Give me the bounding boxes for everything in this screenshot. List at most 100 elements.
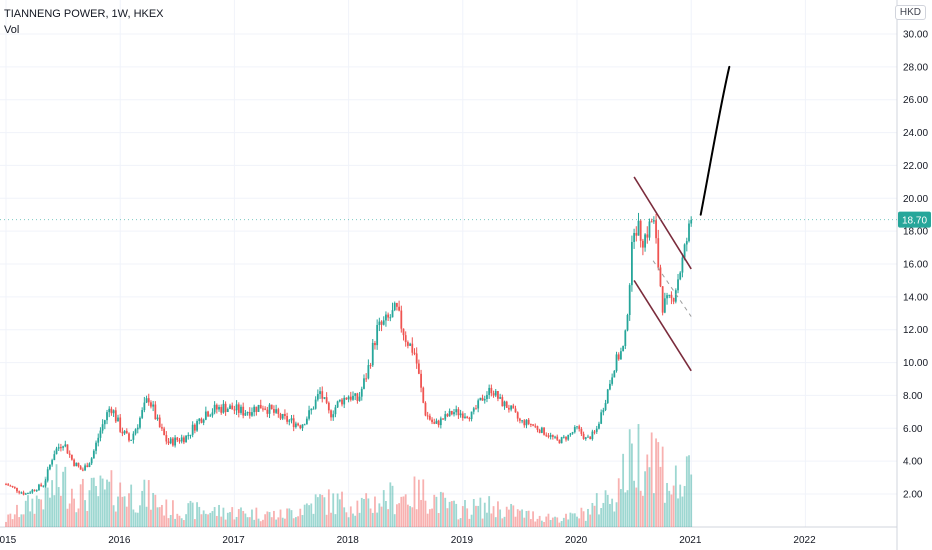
candle-body[interactable] xyxy=(534,425,537,427)
candle-body[interactable] xyxy=(595,428,598,432)
candle-body[interactable] xyxy=(299,425,302,429)
candle-body[interactable] xyxy=(200,418,203,423)
candle-body[interactable] xyxy=(108,408,111,413)
candle-body[interactable] xyxy=(79,466,82,470)
candle-body[interactable] xyxy=(652,220,655,222)
candle-body[interactable] xyxy=(486,394,488,400)
candle-body[interactable] xyxy=(556,436,559,440)
candle-body[interactable] xyxy=(145,398,148,403)
candle-body[interactable] xyxy=(297,423,299,426)
candle-body[interactable] xyxy=(222,403,225,413)
candle-body[interactable] xyxy=(622,345,625,352)
candle-body[interactable] xyxy=(229,405,231,409)
candle-body[interactable] xyxy=(211,412,214,416)
projection-drawing[interactable] xyxy=(699,65,731,216)
candle-body[interactable] xyxy=(312,408,315,410)
candle-body[interactable] xyxy=(196,421,198,431)
candle-body[interactable] xyxy=(442,418,444,420)
candle-body[interactable] xyxy=(512,405,515,409)
candle-body[interactable] xyxy=(106,412,108,421)
candle-body[interactable] xyxy=(40,484,43,486)
candle-body[interactable] xyxy=(453,412,455,415)
candle-body[interactable] xyxy=(470,411,473,419)
candle-body[interactable] xyxy=(150,402,152,407)
candle-body[interactable] xyxy=(464,416,466,418)
candle-body[interactable] xyxy=(409,343,411,346)
candle-body[interactable] xyxy=(35,490,38,492)
candle-body[interactable] xyxy=(352,395,354,400)
candle-body[interactable] xyxy=(404,335,407,343)
candle-body[interactable] xyxy=(554,436,556,438)
candle-body[interactable] xyxy=(391,310,394,318)
candle-body[interactable] xyxy=(584,437,587,439)
candle-body[interactable] xyxy=(163,428,166,436)
candle-body[interactable] xyxy=(165,435,168,442)
candle-body[interactable] xyxy=(38,484,40,491)
candle-body[interactable] xyxy=(248,411,251,416)
candle-body[interactable] xyxy=(139,417,141,428)
candle-body[interactable] xyxy=(174,437,177,446)
candle-body[interactable] xyxy=(615,354,618,371)
candle-body[interactable] xyxy=(308,410,310,419)
candle-body[interactable] xyxy=(363,378,365,389)
candle-body[interactable] xyxy=(90,458,93,464)
candle-body[interactable] xyxy=(576,426,578,428)
candle-body[interactable] xyxy=(613,370,616,378)
candle-body[interactable] xyxy=(49,464,51,470)
candle-body[interactable] xyxy=(371,342,374,366)
candle-body[interactable] xyxy=(198,418,201,422)
candle-body[interactable] xyxy=(624,330,627,346)
candle-body[interactable] xyxy=(417,363,420,374)
candle-body[interactable] xyxy=(169,438,172,444)
candle-body[interactable] xyxy=(154,404,157,420)
channel-upper-line[interactable] xyxy=(633,176,692,270)
candle-body[interactable] xyxy=(70,454,73,460)
candle-body[interactable] xyxy=(387,314,390,318)
candle-body[interactable] xyxy=(593,431,596,433)
candle-body[interactable] xyxy=(648,221,651,238)
candle-body[interactable] xyxy=(380,321,383,325)
volume-label[interactable]: Vol xyxy=(4,24,20,36)
candle-body[interactable] xyxy=(66,444,69,454)
candle-body[interactable] xyxy=(398,306,401,311)
candle-body[interactable] xyxy=(448,410,451,417)
candle-body[interactable] xyxy=(68,453,71,455)
candle-body[interactable] xyxy=(602,409,605,413)
candle-body[interactable] xyxy=(505,401,508,408)
candle-body[interactable] xyxy=(562,436,565,438)
candle-body[interactable] xyxy=(422,387,425,403)
candle-body[interactable] xyxy=(134,429,137,434)
candle-body[interactable] xyxy=(558,439,561,444)
candle-body[interactable] xyxy=(7,484,10,486)
candle-body[interactable] xyxy=(55,448,58,455)
candle-body[interactable] xyxy=(415,353,418,364)
candle-body[interactable] xyxy=(204,411,207,420)
candle-body[interactable] xyxy=(589,436,592,440)
candle-body[interactable] xyxy=(101,424,104,431)
candle-body[interactable] xyxy=(13,486,16,488)
candle-body[interactable] xyxy=(378,321,381,326)
candle-body[interactable] xyxy=(529,423,532,425)
candle-body[interactable] xyxy=(187,435,190,437)
candle-body[interactable] xyxy=(73,459,75,466)
candle-body[interactable] xyxy=(420,373,422,388)
candle-body[interactable] xyxy=(209,415,212,417)
candle-body[interactable] xyxy=(294,423,297,428)
candle-body[interactable] xyxy=(461,413,464,418)
candle-body[interactable] xyxy=(257,404,260,412)
candle-body[interactable] xyxy=(136,427,139,430)
candle-body[interactable] xyxy=(455,409,458,413)
candle-body[interactable] xyxy=(666,295,668,299)
candle-body[interactable] xyxy=(266,409,269,414)
candle-body[interactable] xyxy=(685,241,688,245)
candle-body[interactable] xyxy=(446,414,449,417)
candle-body[interactable] xyxy=(316,394,319,400)
candle-body[interactable] xyxy=(301,424,304,429)
candle-body[interactable] xyxy=(330,410,332,418)
candle-body[interactable] xyxy=(218,407,220,410)
candle-body[interactable] xyxy=(292,418,295,428)
candle-body[interactable] xyxy=(275,409,278,413)
candle-body[interactable] xyxy=(501,397,504,407)
candle-body[interactable] xyxy=(246,411,249,414)
